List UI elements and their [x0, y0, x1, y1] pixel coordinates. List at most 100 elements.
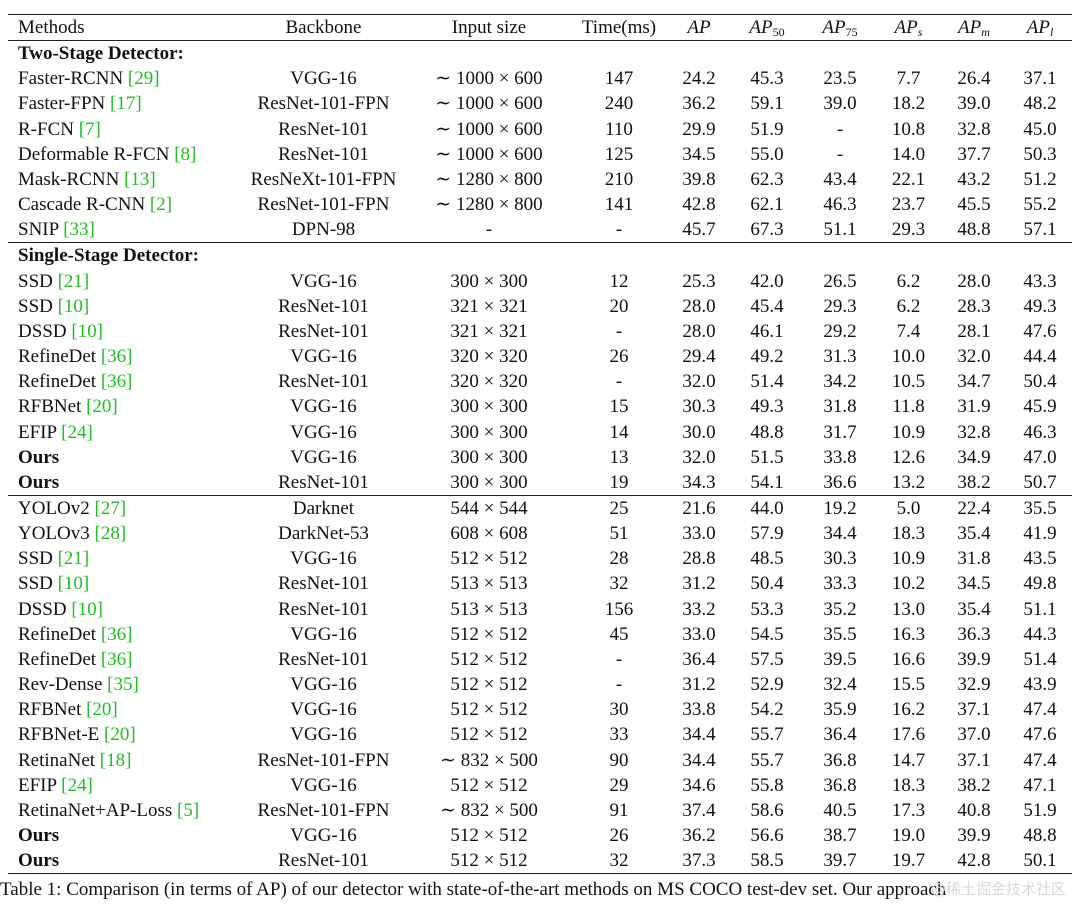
table-row: Ours VGG-16 512 × 512 26 36.2 56.6 38.7 19.0 39.… — [8, 823, 1072, 848]
table-row: Rev-Dense [35] VGG-16 512 × 512 - 31.2 52.9 32… — [8, 672, 1072, 697]
method-name: RefineDet — [18, 371, 97, 393]
citation-link[interactable]: [36] — [100, 623, 133, 645]
cell-method: Faster-FPN [17] — [8, 91, 240, 116]
cell-ap75: 23.5 — [823, 68, 857, 90]
citation-link[interactable]: [36] — [100, 371, 133, 393]
cell-ap: 45.7 — [682, 219, 716, 241]
cell-apl: 47.0 — [1023, 446, 1057, 468]
cell-apm: 34.7 — [957, 371, 991, 393]
cell-ap75: 35.5 — [823, 623, 857, 645]
cell-ap: 31.2 — [682, 674, 716, 696]
citation-link[interactable]: [24] — [61, 421, 93, 443]
citation-link[interactable]: [33] — [63, 219, 95, 241]
cell-ap50: 51.9 — [750, 118, 784, 140]
method-name: SSD — [18, 295, 53, 317]
cell-method: RetinaNet [18] — [8, 748, 240, 773]
cell-backbone: ResNet-101-FPN — [257, 93, 390, 115]
cell-method: RFBNet-E [20] — [8, 722, 240, 747]
citation-link[interactable]: [20] — [104, 724, 136, 746]
citation-link[interactable]: [8] — [174, 143, 197, 165]
cell-aps: 10.0 — [891, 346, 926, 368]
citation-link[interactable]: [10] — [57, 573, 90, 595]
cell-input: 544 × 544 — [407, 494, 571, 522]
cell-aps: 22.1 — [891, 168, 926, 190]
cell-aps: 12.6 — [891, 446, 926, 468]
citation-link[interactable]: [36] — [100, 648, 133, 670]
cell-input: ∼ 832 × 500 — [440, 749, 538, 771]
citation-link[interactable]: [35] — [107, 674, 139, 696]
citation-link[interactable]: [10] — [57, 295, 90, 317]
cell-method: RetinaNet+AP-Loss [5] — [8, 798, 240, 823]
method-name: SNIP — [18, 219, 59, 241]
cell-input: 512 × 512 — [450, 674, 528, 696]
cell-time: 33 — [609, 724, 629, 746]
cell-method: Cascade R-CNN [2] — [8, 192, 240, 217]
method-name: SSD — [18, 573, 53, 595]
cell-aps: 6.2 — [896, 270, 921, 292]
cell-time: 51 — [609, 523, 629, 545]
citation-link[interactable]: [21] — [57, 270, 90, 292]
cell-time: 19 — [609, 471, 629, 493]
cell-method: Rev-Dense [35] — [8, 672, 240, 697]
cell-method: SNIP [33] — [8, 217, 240, 243]
cell-aps: 13.0 — [891, 598, 926, 620]
cell-input: 300 × 300 — [450, 396, 528, 418]
cell-method: YOLOv2 [27] — [8, 494, 240, 522]
cell-input: ∼ 1000 × 600 — [435, 93, 543, 115]
cell-ap75: 35.2 — [823, 598, 857, 620]
cell-apm: 32.0 — [957, 346, 991, 368]
cell-ap: 31.2 — [682, 573, 716, 595]
method-name: SSD — [18, 270, 53, 292]
cell-aps: 19.0 — [891, 825, 926, 846]
cell-input: ∼ 1280 × 800 — [435, 168, 543, 190]
table-row: DSSD [10] ResNet-101 513 × 513 156 33.2 53.3 3… — [8, 597, 1072, 622]
method-name: RetinaNet — [18, 749, 96, 771]
citation-link[interactable]: [27] — [94, 497, 127, 519]
cell-ap50: 42.0 — [750, 270, 784, 292]
col-aps: APs — [894, 17, 923, 39]
citation-link[interactable]: [13] — [124, 168, 156, 190]
cell-input: 300 × 300 — [450, 471, 528, 493]
citation-link[interactable]: [2] — [149, 194, 173, 216]
citation-link[interactable]: [36] — [100, 346, 133, 368]
cell-ap75: 43.4 — [823, 168, 857, 190]
citation-link[interactable]: [20] — [86, 699, 118, 721]
cell-backbone: ResNeXt-101-FPN — [250, 168, 397, 190]
cell-input: 321 × 321 — [450, 295, 528, 317]
cell-input: 300 × 300 — [450, 270, 528, 292]
cell-apl: 43.3 — [1023, 270, 1057, 292]
citation-link[interactable]: [5] — [177, 799, 200, 821]
citation-link[interactable]: [24] — [61, 774, 93, 796]
cell-apl: 55.2 — [1023, 194, 1057, 216]
cell-ap: 29.9 — [682, 118, 716, 140]
citation-link[interactable]: [28] — [94, 523, 127, 545]
comparison-table: Methods Backbone Input size Time(ms) AP … — [8, 14, 1072, 875]
citation-link[interactable]: [10] — [71, 598, 103, 620]
citation-link[interactable]: [20] — [86, 396, 118, 418]
citation-link[interactable]: [18] — [99, 749, 132, 771]
cell-ap50: 55.0 — [750, 143, 784, 165]
method-name: SSD — [18, 548, 53, 570]
cell-method: RFBNet [20] — [8, 394, 240, 419]
citation-link[interactable]: [17] — [110, 93, 142, 115]
citation-link[interactable]: [10] — [71, 320, 103, 342]
cell-ap75: 36.6 — [823, 471, 857, 493]
cell-time: 91 — [609, 799, 629, 821]
cell-ap: 32.0 — [682, 446, 716, 468]
table-row: SNIP [33] DPN-98 - - 45.7 67.3 51.1 29.3 48.8 57.… — [8, 217, 1072, 243]
cell-time: 45 — [609, 623, 629, 645]
citation-link[interactable]: [7] — [78, 118, 101, 140]
cell-aps: 18.2 — [891, 93, 926, 115]
cell-apm: 32.8 — [957, 118, 991, 140]
cell-backbone: VGG-16 — [290, 396, 357, 418]
cell-input: 512 × 512 — [450, 623, 528, 645]
cell-apm: 39.9 — [957, 825, 991, 846]
cell-ap50: 51.4 — [750, 371, 784, 393]
citation-link[interactable]: [21] — [57, 548, 90, 570]
cell-apm: 42.8 — [940, 848, 1008, 875]
cell-ap75: 19.2 — [803, 494, 877, 522]
cell-apm: 32.8 — [957, 421, 991, 443]
cell-backbone: VGG-16 — [290, 68, 357, 90]
cell-ap: 33.2 — [682, 598, 716, 620]
citation-link[interactable]: [29] — [127, 68, 160, 90]
